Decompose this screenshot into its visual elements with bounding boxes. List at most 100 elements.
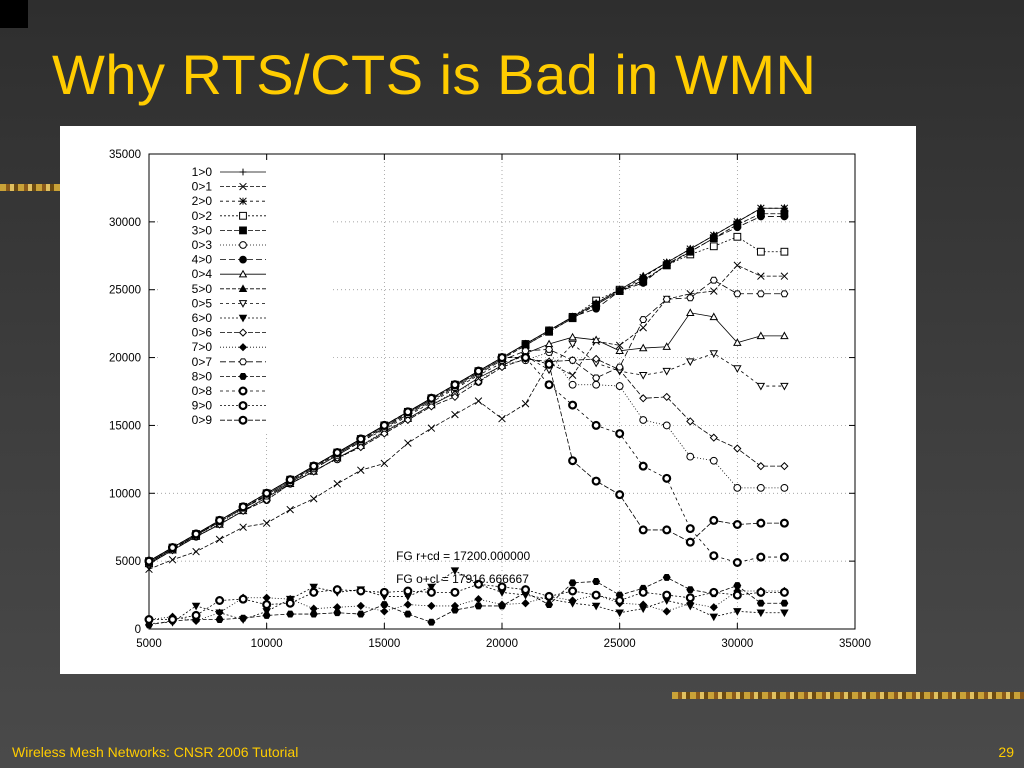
data-point-0-to-8 [779,552,789,562]
legend-label: 0>5 [192,296,213,310]
data-point-7-to-0 [380,607,389,616]
data-point-8-to-0 [333,609,342,617]
data-point-5-to-0 [568,312,577,321]
data-point-9-to-0 [568,586,578,596]
data-point-8-to-0 [733,582,742,590]
data-point-0-to-5 [568,340,577,349]
data-point-0-to-1 [239,523,247,531]
data-point-0-to-1 [215,535,224,544]
data-point-0-to-7 [756,290,765,298]
legend-marker [239,168,247,176]
y-tick-label: 15000 [109,420,141,432]
data-point-5-to-0 [709,230,719,239]
data-point-0-to-7 [521,347,530,355]
data-point-4-to-0 [756,212,765,221]
data-point-5-to-0 [638,271,648,280]
y-tick-label: 20000 [109,353,141,365]
data-point-0-to-1 [380,459,389,468]
x-tick-label: 20000 [486,638,518,650]
data-point-0-to-3 [615,382,624,390]
data-point-0-to-1 [404,439,412,447]
data-point-7-to-0 [521,599,530,608]
legend-marker [238,415,248,425]
data-point-0-to-8 [591,420,601,430]
data-point-5-to-0 [780,203,789,212]
data-point-8-to-0 [474,602,483,610]
data-point-5-to-0 [686,244,695,253]
data-point-0-to-7 [709,276,718,284]
data-point-0-to-9 [238,502,248,512]
data-point-6-to-0 [733,608,742,616]
data-point-5-to-0 [662,258,671,266]
data-point-0-to-7 [662,295,671,303]
legend-label: 4>0 [192,253,213,267]
data-point-0-to-9 [285,475,295,485]
data-point-0-to-2 [756,247,765,256]
legend-label: 8>0 [192,369,213,383]
data-point-0-to-1 [427,424,436,432]
decorative-stripe-right [672,692,1024,699]
series-line-8-to-0 [148,576,785,626]
data-point-5-to-0 [591,298,601,307]
data-point-0-to-9 [756,518,766,528]
data-point-0-to-4 [591,335,601,344]
data-point-9-to-0 [403,586,413,596]
data-point-0-to-3 [733,483,742,492]
data-point-8-to-0 [309,610,318,618]
data-point-0-to-3 [780,483,789,492]
data-point-0-to-1 [309,494,318,503]
data-point-0-to-9 [544,359,554,369]
data-point-0-to-8 [638,461,648,471]
series-line-0-to-4 [148,312,785,565]
data-point-0-to-3 [756,483,765,492]
legend-label: 0>7 [192,355,213,369]
legend-marker [239,211,247,220]
chart-annotation: FG r+cd = 17200.000000 [396,549,530,563]
data-point-6-to-0 [756,609,766,618]
data-point-4-to-0 [639,279,648,287]
legend-label: 0>8 [192,384,213,398]
legend-marker [239,197,247,205]
data-point-0-to-9 [426,393,436,403]
data-point-0-to-1 [639,323,647,332]
legend-marker [238,284,248,293]
data-point-6-to-0 [780,609,789,618]
data-point-0-to-3 [662,421,671,430]
data-point-0-to-9 [403,407,413,417]
footer-text: Wireless Mesh Networks: CNSR 2006 Tutori… [12,744,299,760]
data-point-0-to-5 [662,367,671,376]
series-line-7-to-0 [148,590,785,622]
data-point-0-to-1 [168,556,177,564]
data-point-9-to-0 [356,586,366,596]
legend-label: 6>0 [192,311,213,325]
data-point-0-to-4 [733,338,742,346]
data-point-0-to-1 [451,410,459,419]
data-point-9-to-0 [473,579,483,589]
data-point-0-to-8 [709,551,719,561]
data-point-8-to-0 [686,586,695,594]
data-point-9-to-0 [144,615,154,625]
data-point-0-to-6 [733,444,742,453]
data-point-7-to-0 [403,600,412,609]
data-point-0-to-7 [545,345,554,353]
data-point-9-to-0 [756,587,766,597]
data-point-0-to-6 [780,462,789,471]
data-point-0-to-5 [756,382,766,391]
data-point-0-to-5 [638,371,648,380]
data-point-7-to-0 [474,595,483,604]
data-point-0-to-9 [356,434,366,444]
data-point-0-to-7 [780,290,789,298]
data-point-0-to-8 [685,524,695,534]
data-point-0-to-5 [709,350,719,358]
series-line-0-to-3 [148,351,785,565]
data-point-8-to-0 [592,578,601,585]
data-point-8-to-0 [662,573,671,581]
data-point-0-to-4 [662,342,671,350]
data-point-9-to-0 [638,587,648,597]
data-point-0-to-9 [568,456,578,466]
data-point-7-to-0 [568,596,577,605]
data-point-7-to-0 [639,600,648,609]
throughput-chart: 5000 10000 15000 20000 25000 30000 35000 0 5000 1… [109,149,871,650]
data-point-0-to-6 [403,415,412,425]
series-line-3-to-0 [148,213,785,563]
